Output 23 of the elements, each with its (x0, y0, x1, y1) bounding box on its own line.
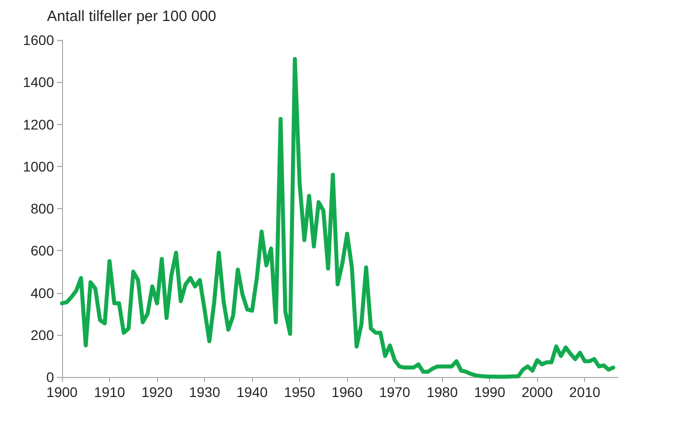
x-tick-label: 2000 (522, 384, 553, 400)
y-tick-label: 1000 (22, 158, 54, 174)
x-tick-label: 1910 (94, 384, 126, 400)
y-axis-title: Antall tilfeller per 100 000 (47, 8, 216, 25)
x-tick-label: 2010 (569, 384, 601, 400)
y-tick-label: 400 (30, 284, 54, 301)
y-tick-label: 1600 (22, 32, 54, 48)
line-series (60, 56, 616, 379)
x-tick-label: 1930 (188, 384, 220, 400)
x-tick-label: 1900 (46, 384, 78, 400)
x-tick-label: 1940 (236, 384, 268, 400)
y-tick-label: 1200 (22, 116, 54, 132)
x-tick-label: 1950 (284, 384, 316, 400)
x-tick-label: 1960 (332, 384, 363, 400)
x-tick-label: 1920 (141, 384, 173, 400)
x-tick-label: 1970 (379, 384, 410, 400)
y-tick-label: 800 (30, 200, 54, 216)
x-tick-label: 1980 (426, 384, 458, 400)
y-tick-label: 600 (30, 242, 54, 259)
x-tick-label: 1990 (474, 384, 506, 400)
y-tick-label: 1400 (22, 74, 54, 90)
y-tick-label: 200 (30, 326, 54, 343)
y-tick-label: 0 (46, 369, 54, 385)
